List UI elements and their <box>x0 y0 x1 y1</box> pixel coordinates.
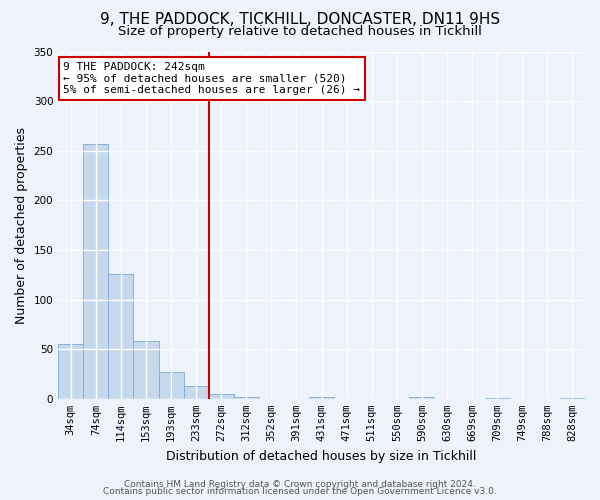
Bar <box>83 144 109 399</box>
Bar <box>209 394 234 399</box>
Bar <box>184 386 209 399</box>
Text: Contains HM Land Registry data © Crown copyright and database right 2024.: Contains HM Land Registry data © Crown c… <box>124 480 476 489</box>
Bar <box>409 397 434 399</box>
Bar <box>158 372 184 399</box>
Bar <box>560 398 585 399</box>
X-axis label: Distribution of detached houses by size in Tickhill: Distribution of detached houses by size … <box>166 450 477 462</box>
Bar <box>133 342 158 399</box>
Bar <box>234 397 259 399</box>
Bar <box>109 274 133 399</box>
Text: Size of property relative to detached houses in Tickhill: Size of property relative to detached ho… <box>118 25 482 38</box>
Bar <box>58 344 83 399</box>
Text: 9, THE PADDOCK, TICKHILL, DONCASTER, DN11 9HS: 9, THE PADDOCK, TICKHILL, DONCASTER, DN1… <box>100 12 500 28</box>
Bar <box>485 398 510 399</box>
Bar <box>309 397 334 399</box>
Text: 9 THE PADDOCK: 242sqm
← 95% of detached houses are smaller (520)
5% of semi-deta: 9 THE PADDOCK: 242sqm ← 95% of detached … <box>64 62 361 95</box>
Y-axis label: Number of detached properties: Number of detached properties <box>15 126 28 324</box>
Text: Contains public sector information licensed under the Open Government Licence v3: Contains public sector information licen… <box>103 487 497 496</box>
